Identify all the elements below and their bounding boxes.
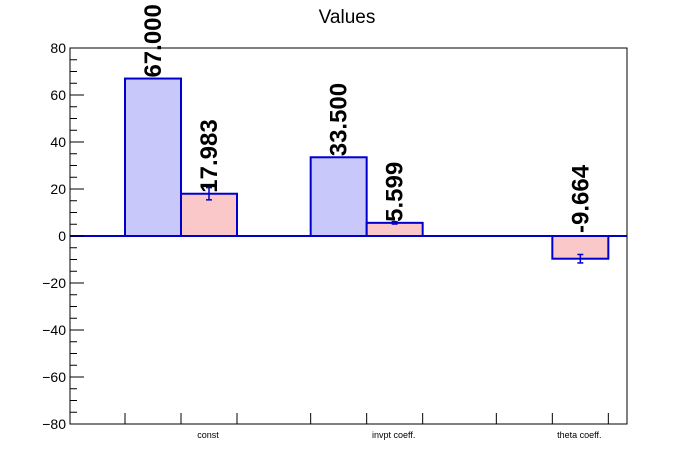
bar-invpt-coeff--series-2 [365,221,424,237]
data-label: -9.664 [567,164,594,233]
x-category-label: const [197,430,219,440]
chart-title: Values [319,7,376,28]
y-tick-label: 0 [58,228,66,244]
bar-const-series-2 [180,192,238,237]
y-tick-label: −20 [42,275,66,291]
y-tick-label: −60 [42,369,66,385]
data-label: 67.000 [140,4,167,77]
data-label: 33.500 [326,83,353,156]
bar-const-series-1 [124,77,182,237]
y-tick-label: −80 [42,416,66,432]
bar-invpt-coeff--series-1 [309,156,368,237]
bars-group [124,77,610,264]
y-axis: −80 −60 −40 −20 0 20 40 60 80 [42,40,84,432]
x-category-label: invpt coeff. [372,430,415,440]
y-tick-label: 60 [50,87,66,103]
x-axis: const invpt coeff. theta coeff. [124,413,609,440]
data-labels-group: 67.000 33.500 17.983 5.599 -9.664 [140,4,594,233]
y-tick-label: 80 [50,40,66,56]
y-tick-label: 20 [50,181,66,197]
data-label: 17.983 [196,119,223,192]
y-tick-label: −40 [42,322,66,338]
data-label: 5.599 [382,162,409,222]
x-category-label: theta coeff. [557,430,601,440]
y-tick-label: 40 [50,134,66,150]
